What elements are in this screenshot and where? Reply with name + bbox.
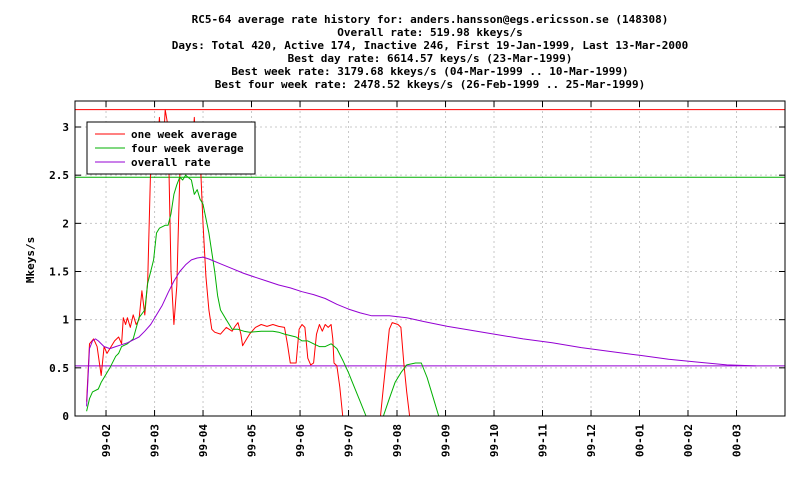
x-tick-label: 99-10 (488, 424, 501, 457)
y-tick-label: 1 (62, 314, 69, 327)
x-tick-label: 99-09 (440, 424, 453, 457)
x-tick-label: 99-02 (100, 424, 113, 457)
y-axis-label: Mkeys/s (24, 237, 37, 283)
x-tick-label: 00-03 (731, 424, 744, 457)
x-tick-label: 99-11 (536, 424, 549, 457)
legend-label: overall rate (131, 156, 211, 169)
legend-label: four week average (131, 142, 244, 155)
series-line-overall-rate (86, 256, 756, 407)
series-line-one-week-average (86, 109, 411, 417)
series-lines (86, 109, 756, 417)
plot-frame (74, 100, 786, 417)
y-tick-label: 1.5 (49, 266, 69, 279)
x-tick-label: 99-05 (246, 424, 259, 457)
title-line-3: Days: Total 420, Active 174, Inactive 24… (172, 39, 689, 52)
title-line-5: Best week rate: 3179.68 kkeys/s (04-Mar-… (231, 65, 628, 78)
x-tick-label: 99-04 (197, 424, 210, 457)
y-tick-label: 2.5 (49, 169, 69, 182)
grid (75, 101, 785, 416)
y-tick-label: 0.5 (49, 362, 69, 375)
y-tick-label: 2 (62, 217, 69, 230)
x-tick-label: 99-06 (294, 424, 307, 457)
reference-lines (75, 109, 785, 367)
chart-title: RC5-64 average rate history for: anders.… (172, 13, 689, 91)
x-tick-label: 00-02 (682, 424, 695, 457)
x-tick-label: 00-01 (634, 424, 647, 457)
x-tick-label: 99-07 (343, 424, 356, 457)
legend-label: one week average (131, 128, 237, 141)
x-tick-label: 99-12 (585, 424, 598, 457)
x-tick-label: 99-08 (391, 424, 404, 457)
y-tick-label: 0 (62, 410, 69, 423)
title-line-4: Best day rate: 6614.57 keys/s (23-Mar-19… (288, 52, 573, 65)
series-line-four-week-average (86, 174, 440, 417)
title-line-2: Overall rate: 519.98 kkeys/s (337, 26, 522, 39)
title-line-6: Best four week rate: 2478.52 kkeys/s (26… (215, 78, 645, 91)
axis-ticks: 0 0.5 1 1.5 2 2.5 3 99-02 99-03 99-04 99-05 99-06 99… (49, 101, 785, 457)
title-line-1: RC5-64 average rate history for: anders.… (192, 13, 669, 26)
x-tick-label: 99-03 (149, 424, 162, 457)
y-tick-label: 3 (62, 121, 69, 134)
